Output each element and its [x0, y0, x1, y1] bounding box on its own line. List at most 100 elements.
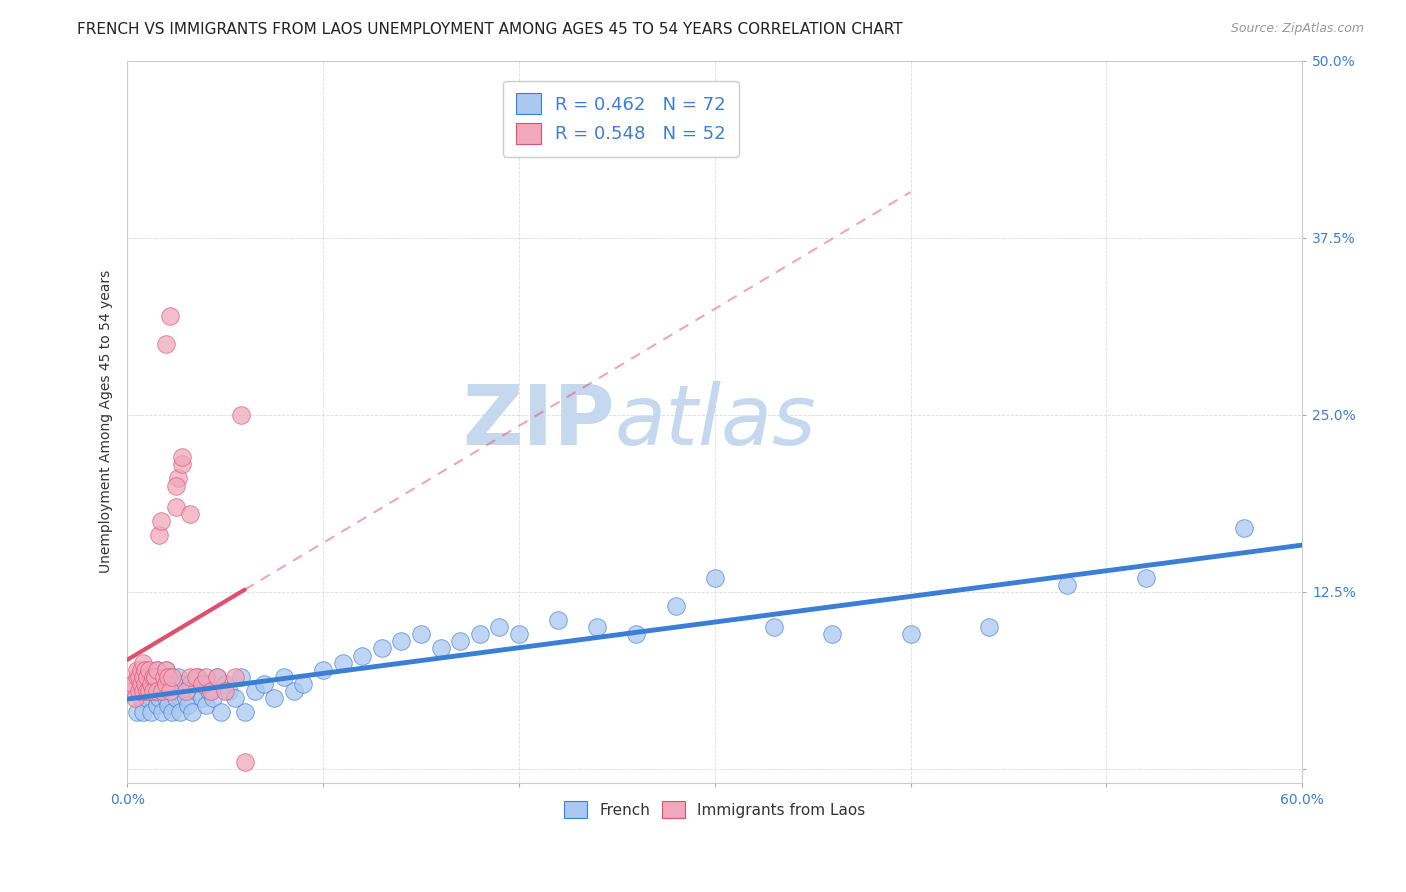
Point [157, 670, 180, 684]
Point [187, 670, 209, 684]
Point [125, 670, 148, 684]
Point [547, 613, 569, 627]
Point [135, 670, 157, 684]
Point [762, 620, 785, 634]
Point [172, 458, 194, 472]
Point [229, 670, 252, 684]
Point [169, 705, 191, 719]
Point [128, 684, 150, 698]
Point [134, 677, 156, 691]
Point [233, 755, 256, 769]
Point [155, 663, 177, 677]
Point [155, 677, 177, 691]
Point [165, 691, 187, 706]
Point [586, 620, 609, 634]
Point [142, 684, 165, 698]
Point [180, 705, 202, 719]
Point [332, 656, 354, 670]
Point [468, 627, 491, 641]
Point [1056, 578, 1078, 592]
Point [174, 691, 197, 706]
Point [139, 705, 162, 719]
Point [429, 641, 451, 656]
Point [145, 663, 167, 677]
Point [200, 684, 222, 698]
Point [202, 691, 225, 706]
Point [207, 670, 229, 684]
Point [214, 684, 236, 698]
Point [821, 627, 844, 641]
Point [120, 684, 142, 698]
Point [626, 627, 648, 641]
Point [184, 670, 207, 684]
Point [129, 691, 152, 706]
Point [145, 663, 167, 677]
Text: FRENCH VS IMMIGRANTS FROM LAOS UNEMPLOYMENT AMONG AGES 45 TO 54 YEARS CORRELATIO: FRENCH VS IMMIGRANTS FROM LAOS UNEMPLOYM… [77, 22, 903, 37]
Point [159, 309, 181, 323]
Point [1232, 521, 1254, 535]
Text: Source: ZipAtlas.com: Source: ZipAtlas.com [1230, 22, 1364, 36]
Point [157, 698, 180, 713]
Point [312, 663, 335, 677]
Point [391, 634, 413, 648]
Point [243, 684, 266, 698]
Point [190, 677, 212, 691]
Point [209, 705, 232, 719]
Point [134, 677, 156, 691]
Point [129, 677, 152, 691]
Point [165, 500, 187, 514]
Point [172, 450, 194, 465]
Y-axis label: Unemployment Among Ages 45 to 54 years: Unemployment Among Ages 45 to 54 years [100, 270, 114, 574]
Point [125, 705, 148, 719]
Point [194, 698, 217, 713]
Point [207, 670, 229, 684]
Point [1135, 571, 1157, 585]
Point [174, 684, 197, 698]
Point [159, 684, 181, 698]
Point [900, 627, 922, 641]
Point [145, 684, 167, 698]
Point [135, 684, 157, 698]
Point [132, 670, 155, 684]
Point [165, 478, 187, 492]
Point [124, 691, 146, 706]
Point [152, 684, 174, 698]
Point [159, 677, 181, 691]
Point [139, 677, 162, 691]
Point [135, 670, 157, 684]
Point [194, 677, 217, 691]
Point [142, 684, 165, 698]
Text: ZIP: ZIP [463, 382, 614, 462]
Legend: French, Immigrants from Laos: French, Immigrants from Laos [557, 793, 873, 826]
Point [132, 705, 155, 719]
Point [128, 670, 150, 684]
Point [190, 691, 212, 706]
Point [283, 684, 305, 698]
Point [179, 507, 201, 521]
Point [409, 627, 432, 641]
Point [143, 670, 166, 684]
Point [143, 677, 166, 691]
Point [152, 705, 174, 719]
Point [179, 677, 201, 691]
Point [218, 684, 240, 698]
Point [263, 691, 285, 706]
Point [224, 691, 246, 706]
Point [163, 684, 186, 698]
Point [138, 663, 160, 677]
Point [167, 471, 190, 485]
Point [134, 663, 156, 677]
Point [145, 698, 167, 713]
Point [229, 408, 252, 422]
Point [198, 684, 221, 698]
Point [155, 691, 177, 706]
Point [155, 663, 177, 677]
Point [138, 684, 160, 698]
Point [172, 677, 194, 691]
Point [703, 571, 725, 585]
Point [194, 670, 217, 684]
Point [977, 620, 1000, 634]
Point [135, 691, 157, 706]
Point [149, 514, 172, 528]
Point [155, 337, 177, 351]
